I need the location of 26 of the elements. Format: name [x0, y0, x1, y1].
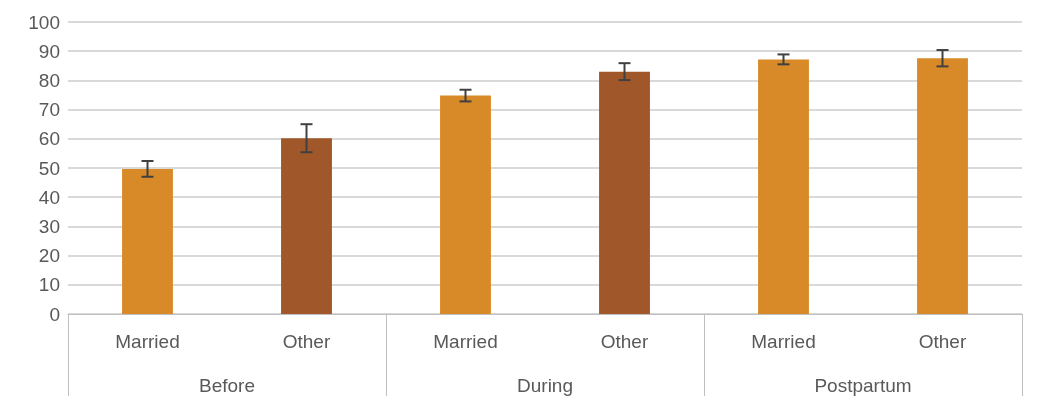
x-tick-label: Other	[282, 331, 331, 352]
bar	[281, 138, 332, 314]
y-tick-label: 0	[49, 303, 60, 325]
bar	[122, 168, 173, 314]
x-tick-label: Other	[600, 331, 649, 352]
y-tick-label: 20	[38, 245, 60, 267]
y-tick-label: 80	[38, 69, 60, 91]
bar	[917, 58, 968, 314]
y-tick-label: 100	[28, 11, 60, 33]
y-tick-label: 70	[38, 99, 60, 121]
y-tick-label: 40	[38, 186, 60, 208]
bar	[758, 59, 809, 314]
bar	[599, 71, 650, 314]
x-tick-label: Other	[918, 331, 967, 352]
text: During	[517, 375, 573, 396]
x-tick-label: Married	[751, 331, 816, 352]
text: Before	[199, 375, 255, 396]
y-tick-label: 50	[38, 157, 60, 179]
y-tick-label: 10	[38, 274, 60, 296]
x-tick-label: Married	[115, 331, 180, 352]
x-tick-label: Married	[433, 331, 498, 352]
bar	[440, 95, 491, 314]
y-tick-label: 60	[38, 128, 60, 150]
y-tick-label: 90	[38, 40, 60, 62]
text: Postpartum	[814, 375, 912, 396]
y-tick-label: 30	[38, 215, 60, 237]
